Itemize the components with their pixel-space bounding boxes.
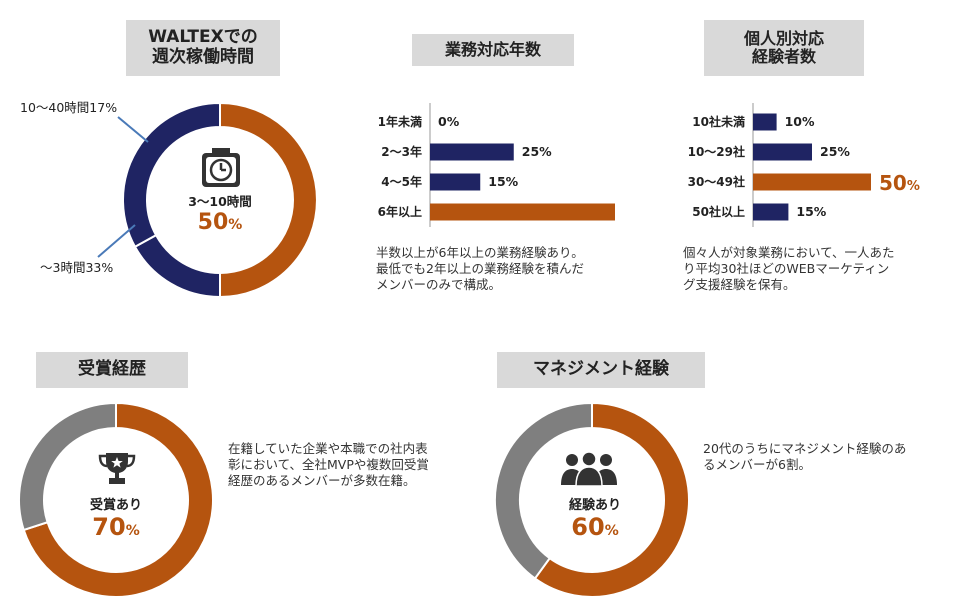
years-bar-1 bbox=[430, 143, 514, 161]
leader-line-10-40 bbox=[117, 116, 149, 143]
clients-tick-2: 30～49社 bbox=[688, 174, 745, 189]
years-value-1: 25% bbox=[522, 144, 552, 159]
awards-header: 受賞経歴 bbox=[36, 352, 188, 388]
years-tick-2: 4～5年 bbox=[381, 174, 422, 189]
clients-bar-3 bbox=[753, 203, 789, 221]
years-bar-2 bbox=[430, 173, 481, 191]
clients-note-line3: グ支援経験を保有。 bbox=[683, 277, 796, 292]
weekly-hours-slice-0 bbox=[219, 101, 318, 299]
weekly-hours-slice-1 bbox=[133, 233, 221, 299]
awards-slice-0 bbox=[22, 401, 214, 598]
years-tick-1: 2～3年 bbox=[381, 144, 422, 159]
clients-bar-1 bbox=[753, 143, 812, 161]
leader-line-under-3 bbox=[97, 224, 136, 258]
awards-note-line2: 彰において、全社MVPや複数回受賞 bbox=[228, 457, 429, 472]
clients-bar-2 bbox=[753, 173, 871, 191]
weekly-hours-slice-2 bbox=[122, 101, 221, 249]
awards-note-line1: 在籍していた企業や本職での社内表 bbox=[228, 441, 428, 456]
awards-center-label: 受賞あり bbox=[89, 498, 142, 513]
years-value-0: 0% bbox=[438, 114, 460, 129]
clients-header: 個人別対応 経験者数 bbox=[704, 20, 864, 76]
years-header: 業務対応年数 bbox=[412, 34, 574, 66]
clients-note-line2: り平均30社ほどのWEBマーケティン bbox=[683, 261, 890, 276]
clients-tick-3: 50社以上 bbox=[692, 204, 745, 219]
mgmt-note-line1: 20代のうちにマネジメント経験のあ bbox=[703, 441, 907, 456]
clients-tick-0: 10社未満 bbox=[692, 114, 745, 129]
years-tick-0: 1年未満 bbox=[378, 114, 422, 129]
years-note-line3: メンバーのみで構成。 bbox=[376, 277, 502, 292]
trophy-icon bbox=[98, 453, 136, 484]
awards-center: 受賞あり 70% bbox=[66, 494, 166, 541]
awards-center-value: 70% bbox=[92, 513, 140, 541]
label-under-3-hours: ～3時間33% bbox=[40, 260, 114, 275]
years-note: 半数以上が6年以上の業務経験あり。 最低でも2年以上の業務経験を積んだ メンバー… bbox=[376, 245, 626, 293]
years-note-line2: 最低でも2年以上の業務経験を積んだ bbox=[376, 261, 584, 276]
weekly-center: 3～10時間 50% bbox=[170, 191, 270, 235]
mgmt-center-value: 60% bbox=[571, 513, 619, 541]
years-note-line1: 半数以上が6年以上の業務経験あり。 bbox=[376, 245, 584, 260]
weekly-hours-header-line2: 週次稼働時間 bbox=[151, 47, 254, 67]
clients-value-2: 50% bbox=[879, 171, 920, 195]
mgmt-note-line2: るメンバーが6割。 bbox=[703, 457, 811, 472]
clients-value-3: 15% bbox=[796, 204, 826, 219]
mgmt-center: 経験あり 60% bbox=[545, 494, 645, 541]
mgmt-slice-0 bbox=[533, 401, 690, 598]
years-tick-3: 6年以上 bbox=[378, 204, 422, 219]
clock-icon bbox=[202, 148, 240, 187]
clients-bar-chart: 10社未満 10% 10～29社 25% 30～49社 50% 50社以上 15% bbox=[688, 103, 920, 227]
mgmt-note: 20代のうちにマネジメント経験のあ るメンバーが6割。 bbox=[703, 441, 953, 473]
weekly-center-label: 3～10時間 bbox=[188, 194, 252, 209]
people-group-icon bbox=[561, 451, 617, 487]
clients-bar-0 bbox=[753, 113, 777, 131]
mgmt-center-label: 経験あり bbox=[568, 498, 621, 513]
clients-header-line2: 経験者数 bbox=[751, 47, 816, 66]
clients-header-line1: 個人別対応 bbox=[743, 28, 824, 48]
awards-note: 在籍していた企業や本職での社内表 彰において、全社MVPや複数回受賞 経歴のある… bbox=[228, 441, 488, 489]
mgmt-slice-1 bbox=[494, 401, 593, 580]
years-bar-3 bbox=[430, 203, 615, 221]
awards-slice-1 bbox=[18, 401, 117, 532]
label-10-40-hours: 10～40時間17% bbox=[20, 100, 118, 115]
clients-value-0: 10% bbox=[785, 114, 815, 129]
mgmt-header: マネジメント経験 bbox=[497, 352, 705, 388]
clients-value-1: 25% bbox=[820, 144, 850, 159]
clients-tick-1: 10～29社 bbox=[688, 144, 745, 159]
clients-note-line1: 個々人が対象業務において、一人あた bbox=[683, 245, 895, 260]
weekly-hours-header-line1: WALTEXでの bbox=[148, 27, 258, 48]
weekly-hours-header: WALTEXでの 週次稼働時間 bbox=[126, 20, 280, 76]
awards-note-line3: 経歴のあるメンバーが多数在籍。 bbox=[228, 473, 416, 488]
years-value-2: 15% bbox=[488, 174, 518, 189]
clients-note: 個々人が対象業務において、一人あた り平均30社ほどのWEBマーケティン グ支援… bbox=[683, 245, 933, 293]
weekly-center-value: 50% bbox=[197, 210, 243, 235]
